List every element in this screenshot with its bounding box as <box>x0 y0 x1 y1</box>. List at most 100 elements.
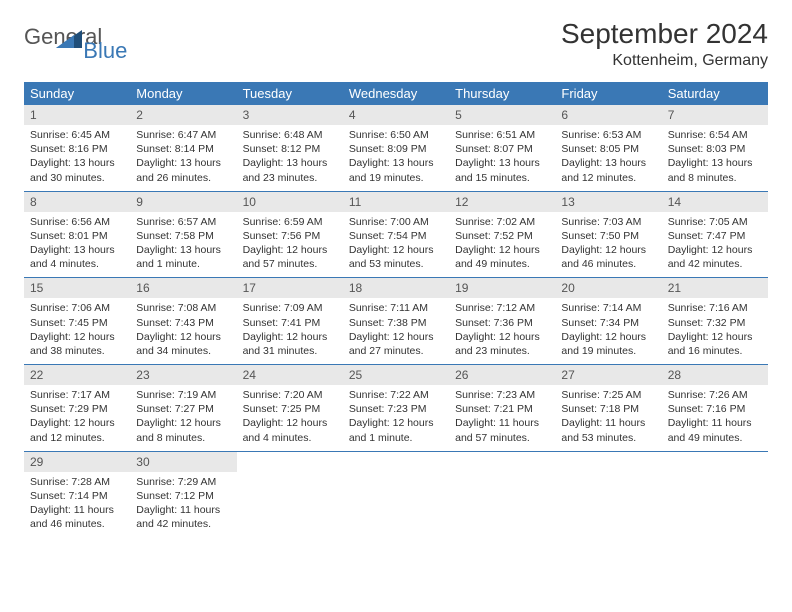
day-number: 3 <box>237 105 343 125</box>
sunset-text: Sunset: 7:34 PM <box>561 316 655 330</box>
calendar-day-cell: 2Sunrise: 6:47 AMSunset: 8:14 PMDaylight… <box>130 105 236 191</box>
calendar-body: 1Sunrise: 6:45 AMSunset: 8:16 PMDaylight… <box>24 105 768 537</box>
day-number: 30 <box>130 452 236 472</box>
day-number: 15 <box>24 278 130 298</box>
sunrise-text: Sunrise: 7:17 AM <box>30 388 124 402</box>
day-number: 14 <box>662 192 768 212</box>
sunrise-text: Sunrise: 7:11 AM <box>349 301 443 315</box>
day-info: Sunrise: 6:56 AMSunset: 8:01 PMDaylight:… <box>24 212 130 278</box>
day-number: 23 <box>130 365 236 385</box>
calendar-week-row: 8Sunrise: 6:56 AMSunset: 8:01 PMDaylight… <box>24 191 768 278</box>
calendar-day-cell: 18Sunrise: 7:11 AMSunset: 7:38 PMDayligh… <box>343 278 449 365</box>
calendar-day-cell: 6Sunrise: 6:53 AMSunset: 8:05 PMDaylight… <box>555 105 661 191</box>
day-number: 21 <box>662 278 768 298</box>
day-info: Sunrise: 7:12 AMSunset: 7:36 PMDaylight:… <box>449 298 555 364</box>
calendar-day-cell: 29Sunrise: 7:28 AMSunset: 7:14 PMDayligh… <box>24 451 130 537</box>
calendar-week-row: 15Sunrise: 7:06 AMSunset: 7:45 PMDayligh… <box>24 278 768 365</box>
sunset-text: Sunset: 7:29 PM <box>30 402 124 416</box>
daylight-text: Daylight: 11 hours and 46 minutes. <box>30 503 124 531</box>
day-info: Sunrise: 6:59 AMSunset: 7:56 PMDaylight:… <box>237 212 343 278</box>
day-info: Sunrise: 6:51 AMSunset: 8:07 PMDaylight:… <box>449 125 555 191</box>
daylight-text: Daylight: 12 hours and 46 minutes. <box>561 243 655 271</box>
sunrise-text: Sunrise: 6:59 AM <box>243 215 337 229</box>
sunset-text: Sunset: 8:12 PM <box>243 142 337 156</box>
day-info: Sunrise: 6:54 AMSunset: 8:03 PMDaylight:… <box>662 125 768 191</box>
calendar-day-cell: 25Sunrise: 7:22 AMSunset: 7:23 PMDayligh… <box>343 365 449 452</box>
sunrise-text: Sunrise: 7:19 AM <box>136 388 230 402</box>
day-info: Sunrise: 7:03 AMSunset: 7:50 PMDaylight:… <box>555 212 661 278</box>
day-number: 24 <box>237 365 343 385</box>
sunset-text: Sunset: 7:14 PM <box>30 489 124 503</box>
sunrise-text: Sunrise: 7:00 AM <box>349 215 443 229</box>
sunset-text: Sunset: 7:25 PM <box>243 402 337 416</box>
daylight-text: Daylight: 13 hours and 26 minutes. <box>136 156 230 184</box>
day-info: Sunrise: 6:45 AMSunset: 8:16 PMDaylight:… <box>24 125 130 191</box>
calendar-day-cell <box>662 451 768 537</box>
brand-sub: Blue <box>83 38 127 64</box>
sunrise-text: Sunrise: 7:23 AM <box>455 388 549 402</box>
day-info: Sunrise: 7:16 AMSunset: 7:32 PMDaylight:… <box>662 298 768 364</box>
day-number: 26 <box>449 365 555 385</box>
sunrise-text: Sunrise: 7:22 AM <box>349 388 443 402</box>
calendar-day-cell: 4Sunrise: 6:50 AMSunset: 8:09 PMDaylight… <box>343 105 449 191</box>
daylight-text: Daylight: 11 hours and 42 minutes. <box>136 503 230 531</box>
weekday-header: Saturday <box>662 82 768 105</box>
day-info: Sunrise: 6:48 AMSunset: 8:12 PMDaylight:… <box>237 125 343 191</box>
calendar-day-cell: 8Sunrise: 6:56 AMSunset: 8:01 PMDaylight… <box>24 191 130 278</box>
day-number: 9 <box>130 192 236 212</box>
sunset-text: Sunset: 7:38 PM <box>349 316 443 330</box>
sunrise-text: Sunrise: 7:09 AM <box>243 301 337 315</box>
month-title: September 2024 <box>561 18 768 50</box>
day-number: 1 <box>24 105 130 125</box>
day-number: 29 <box>24 452 130 472</box>
calendar-day-cell: 9Sunrise: 6:57 AMSunset: 7:58 PMDaylight… <box>130 191 236 278</box>
sunrise-text: Sunrise: 7:20 AM <box>243 388 337 402</box>
daylight-text: Daylight: 12 hours and 23 minutes. <box>455 330 549 358</box>
day-info: Sunrise: 7:25 AMSunset: 7:18 PMDaylight:… <box>555 385 661 451</box>
day-info: Sunrise: 7:29 AMSunset: 7:12 PMDaylight:… <box>130 472 236 538</box>
sunset-text: Sunset: 8:03 PM <box>668 142 762 156</box>
day-info: Sunrise: 7:00 AMSunset: 7:54 PMDaylight:… <box>343 212 449 278</box>
daylight-text: Daylight: 12 hours and 1 minute. <box>349 416 443 444</box>
day-info: Sunrise: 7:14 AMSunset: 7:34 PMDaylight:… <box>555 298 661 364</box>
sunset-text: Sunset: 7:45 PM <box>30 316 124 330</box>
calendar-day-cell: 21Sunrise: 7:16 AMSunset: 7:32 PMDayligh… <box>662 278 768 365</box>
sunset-text: Sunset: 7:23 PM <box>349 402 443 416</box>
sunset-text: Sunset: 8:09 PM <box>349 142 443 156</box>
daylight-text: Daylight: 13 hours and 1 minute. <box>136 243 230 271</box>
day-number: 17 <box>237 278 343 298</box>
day-number: 4 <box>343 105 449 125</box>
sunrise-text: Sunrise: 7:29 AM <box>136 475 230 489</box>
sunrise-text: Sunrise: 6:45 AM <box>30 128 124 142</box>
day-info: Sunrise: 7:09 AMSunset: 7:41 PMDaylight:… <box>237 298 343 364</box>
daylight-text: Daylight: 11 hours and 53 minutes. <box>561 416 655 444</box>
calendar-day-cell: 20Sunrise: 7:14 AMSunset: 7:34 PMDayligh… <box>555 278 661 365</box>
title-block: September 2024 Kottenheim, Germany <box>561 18 768 70</box>
sunrise-text: Sunrise: 7:26 AM <box>668 388 762 402</box>
day-number: 18 <box>343 278 449 298</box>
daylight-text: Daylight: 12 hours and 16 minutes. <box>668 330 762 358</box>
day-info: Sunrise: 7:19 AMSunset: 7:27 PMDaylight:… <box>130 385 236 451</box>
calendar-day-cell: 24Sunrise: 7:20 AMSunset: 7:25 PMDayligh… <box>237 365 343 452</box>
calendar-week-row: 1Sunrise: 6:45 AMSunset: 8:16 PMDaylight… <box>24 105 768 191</box>
sunset-text: Sunset: 7:43 PM <box>136 316 230 330</box>
day-info: Sunrise: 7:08 AMSunset: 7:43 PMDaylight:… <box>130 298 236 364</box>
day-info: Sunrise: 7:22 AMSunset: 7:23 PMDaylight:… <box>343 385 449 451</box>
calendar-day-cell: 27Sunrise: 7:25 AMSunset: 7:18 PMDayligh… <box>555 365 661 452</box>
day-number: 22 <box>24 365 130 385</box>
calendar-day-cell: 12Sunrise: 7:02 AMSunset: 7:52 PMDayligh… <box>449 191 555 278</box>
daylight-text: Daylight: 12 hours and 12 minutes. <box>30 416 124 444</box>
day-number: 20 <box>555 278 661 298</box>
day-number: 8 <box>24 192 130 212</box>
daylight-text: Daylight: 12 hours and 34 minutes. <box>136 330 230 358</box>
sunset-text: Sunset: 7:12 PM <box>136 489 230 503</box>
day-number: 19 <box>449 278 555 298</box>
sunset-text: Sunset: 7:27 PM <box>136 402 230 416</box>
sunset-text: Sunset: 7:47 PM <box>668 229 762 243</box>
daylight-text: Daylight: 12 hours and 19 minutes. <box>561 330 655 358</box>
sunset-text: Sunset: 7:21 PM <box>455 402 549 416</box>
day-info: Sunrise: 6:53 AMSunset: 8:05 PMDaylight:… <box>555 125 661 191</box>
calendar-day-cell: 28Sunrise: 7:26 AMSunset: 7:16 PMDayligh… <box>662 365 768 452</box>
sunrise-text: Sunrise: 6:51 AM <box>455 128 549 142</box>
sunrise-text: Sunrise: 6:54 AM <box>668 128 762 142</box>
